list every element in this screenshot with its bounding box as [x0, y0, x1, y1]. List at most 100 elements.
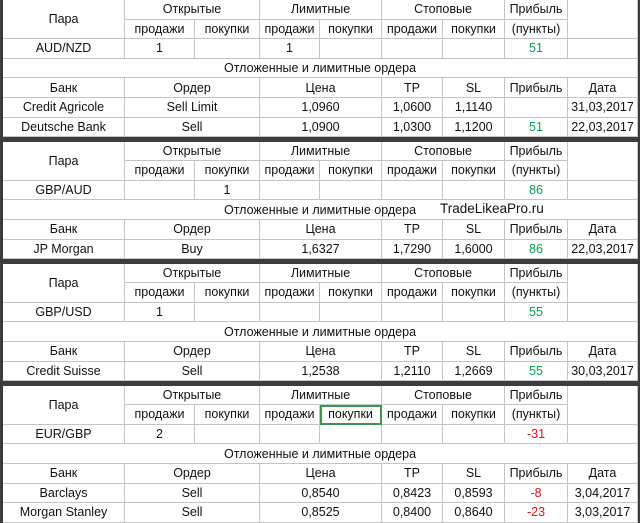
- empty-cell: [568, 424, 638, 445]
- position-cell: [260, 302, 320, 323]
- header-cell: Ордер: [125, 464, 260, 484]
- empty-cell: [568, 180, 638, 201]
- order-cell: Sell: [125, 483, 260, 504]
- header-cell: Пара: [3, 385, 125, 425]
- header-cell: продажи: [260, 283, 320, 303]
- order-cell: Sell Limit: [125, 98, 260, 118]
- header-cell: Прибыль: [505, 385, 568, 406]
- tp-cell: 1,2110: [382, 361, 443, 382]
- position-cell: 2: [125, 424, 195, 445]
- header-cell: Банк: [3, 220, 125, 240]
- header-cell: Лимитные: [260, 263, 382, 284]
- header-cell: Лимитные: [260, 141, 382, 162]
- header-cell: покупки: [320, 283, 382, 303]
- position-cell: [320, 302, 382, 323]
- header-cell: продажи: [382, 161, 443, 181]
- header-cell: (пункты): [505, 19, 568, 40]
- header-cell: Цена: [260, 220, 382, 240]
- date-cell: 22,03,2017: [568, 239, 638, 260]
- sl-cell: 1,2669: [443, 361, 505, 382]
- profit-cell: 55: [505, 361, 568, 382]
- header-cell: покупки: [320, 19, 382, 40]
- header-cell: SL: [443, 220, 505, 240]
- position-cell: [382, 424, 443, 445]
- header-cell: покупки: [195, 283, 260, 303]
- header-cell: TP: [382, 464, 443, 484]
- position-cell: 1: [195, 180, 260, 201]
- header-cell: Прибыль: [505, 220, 568, 240]
- header-cell: продажи: [125, 405, 195, 425]
- watermark: TradeLikeaPro.ru: [440, 201, 544, 217]
- order-cell: Sell: [125, 117, 260, 138]
- position-cell: [320, 424, 382, 445]
- tp-cell: 1,7290: [382, 239, 443, 260]
- bank-cell: Credit Agricole: [3, 98, 125, 118]
- sl-cell: 0,8640: [443, 503, 505, 523]
- position-cell: [382, 180, 443, 201]
- header-cell: Банк: [3, 342, 125, 362]
- header-cell: Открытые: [125, 0, 260, 20]
- price-cell: 1,6327: [260, 239, 382, 260]
- profit-cell: 51: [505, 39, 568, 59]
- position-cell: [443, 424, 505, 445]
- tp-cell: 0,8423: [382, 483, 443, 504]
- sl-cell: 1,6000: [443, 239, 505, 260]
- header-cell: продажи: [125, 283, 195, 303]
- header-cell: (пункты): [505, 405, 568, 425]
- order-cell: Sell: [125, 361, 260, 382]
- selected-cell: покупки: [320, 405, 382, 425]
- bank-cell: Barclays: [3, 483, 125, 504]
- header-cell: продажи: [125, 161, 195, 181]
- sl-cell: 0,8593: [443, 483, 505, 504]
- position-cell: [195, 302, 260, 323]
- header-cell: Дата: [568, 342, 638, 362]
- header-cell: Прибыль: [505, 141, 568, 162]
- position-cell: [320, 180, 382, 201]
- profit-cell: 55: [505, 302, 568, 323]
- date-cell: 31,03,2017: [568, 98, 638, 118]
- header-cell: Стоповые: [382, 263, 505, 284]
- position-cell: [195, 39, 260, 59]
- header-cell: покупки: [195, 405, 260, 425]
- header-cell: покупки: [443, 283, 505, 303]
- position-cell: [382, 302, 443, 323]
- header-cell: Открытые: [125, 141, 260, 162]
- header-cell: Ордер: [125, 78, 260, 98]
- pair-cell: GBP/USD: [3, 302, 125, 323]
- header-cell: Прибыль: [505, 0, 568, 20]
- header-cell: Цена: [260, 342, 382, 362]
- header-cell: TP: [382, 220, 443, 240]
- header-cell: Дата: [568, 220, 638, 240]
- header-cell: Пара: [3, 263, 125, 303]
- empty-cell: [568, 39, 638, 59]
- position-cell: 1: [125, 39, 195, 59]
- pair-cell: GBP/AUD: [3, 180, 125, 201]
- position-cell: 1: [260, 39, 320, 59]
- header-cell: Ордер: [125, 220, 260, 240]
- header-cell: продажи: [260, 19, 320, 40]
- date-cell: 22,03,2017: [568, 117, 638, 138]
- header-cell: SL: [443, 464, 505, 484]
- header-cell: Прибыль: [505, 263, 568, 284]
- empty-cell: [568, 385, 638, 425]
- header-cell: (пункты): [505, 283, 568, 303]
- pair-cell: AUD/NZD: [3, 39, 125, 59]
- section-title: Отложенные и лимитные ордера: [3, 322, 638, 342]
- profit-cell: -31: [505, 424, 568, 445]
- header-cell: Прибыль: [505, 78, 568, 98]
- header-cell: покупки: [320, 161, 382, 181]
- header-cell: Открытые: [125, 385, 260, 406]
- header-cell: Дата: [568, 464, 638, 484]
- header-cell: Пара: [3, 0, 125, 40]
- header-cell: TP: [382, 342, 443, 362]
- section-title: Отложенные и лимитные ордера: [3, 444, 638, 464]
- header-cell: Банк: [3, 78, 125, 98]
- bank-cell: JP Morgan: [3, 239, 125, 260]
- header-cell: покупки: [443, 19, 505, 40]
- profit-cell: 51: [505, 117, 568, 138]
- header-cell: продажи: [382, 19, 443, 40]
- empty-cell: [568, 263, 638, 303]
- header-cell: продажи: [125, 19, 195, 40]
- header-cell: Стоповые: [382, 141, 505, 162]
